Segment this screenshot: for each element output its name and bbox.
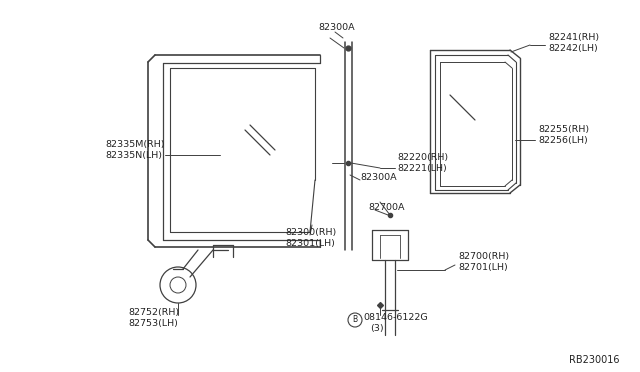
Text: 82700A: 82700A: [368, 203, 404, 212]
Text: 82300(RH)
82301(LH): 82300(RH) 82301(LH): [285, 228, 336, 248]
Text: 82241(RH)
82242(LH): 82241(RH) 82242(LH): [548, 33, 599, 53]
Text: 82300A: 82300A: [319, 23, 355, 32]
Text: 82255(RH)
82256(LH): 82255(RH) 82256(LH): [538, 125, 589, 145]
Text: 82335M(RH)
82335N(LH): 82335M(RH) 82335N(LH): [105, 140, 164, 160]
Text: 82300A: 82300A: [360, 173, 397, 183]
Text: 82752(RH)
82753(LH): 82752(RH) 82753(LH): [128, 308, 179, 328]
Text: 82700(RH)
82701(LH): 82700(RH) 82701(LH): [458, 252, 509, 272]
Text: RB230016: RB230016: [570, 355, 620, 365]
Text: 82220(RH)
82221(LH): 82220(RH) 82221(LH): [397, 153, 448, 173]
Text: 08146-6122G: 08146-6122G: [363, 314, 428, 323]
Text: (3): (3): [370, 324, 383, 334]
Text: B: B: [353, 315, 358, 324]
